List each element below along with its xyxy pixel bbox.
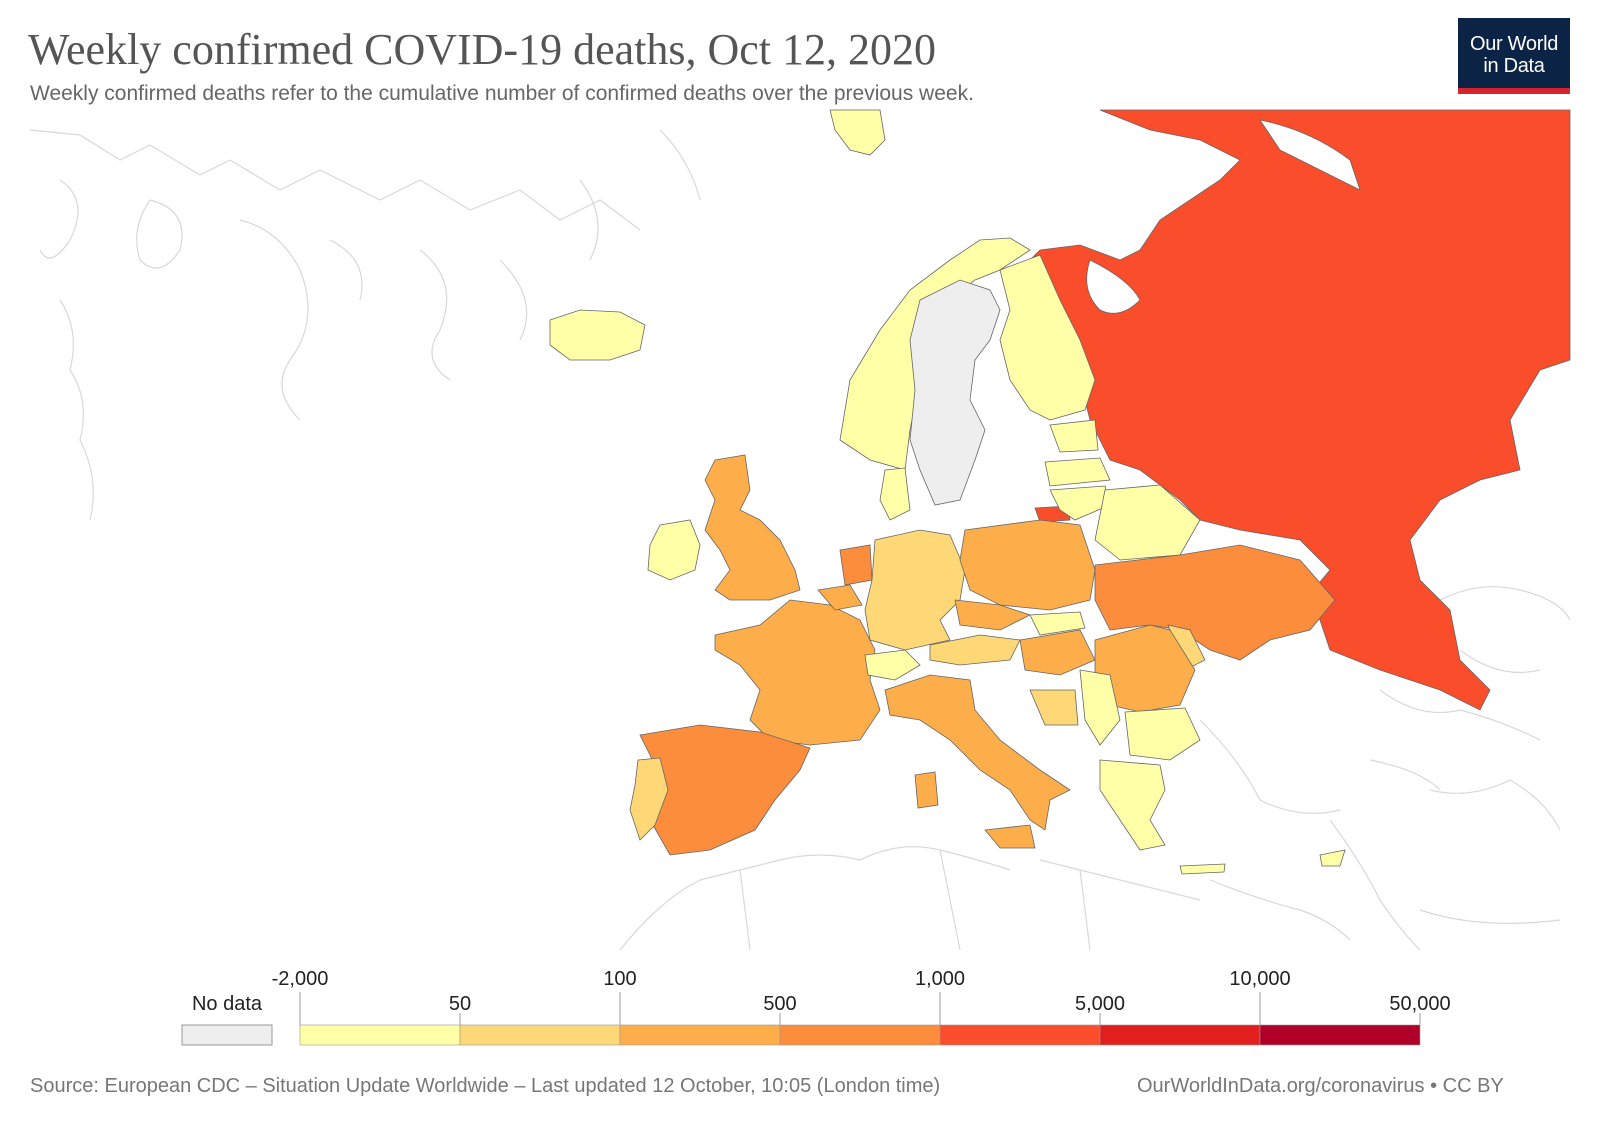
country-france[interactable] <box>714 599 881 746</box>
legend-bin-swatch <box>299 1024 461 1046</box>
legend-bin-swatch <box>939 1024 1101 1046</box>
country-serbia[interactable] <box>1079 669 1121 746</box>
kara-inlet <box>1259 119 1361 191</box>
legend-bin-swatch <box>1259 1024 1421 1046</box>
logo-line-2: in Data <box>1483 55 1545 77</box>
country-denmark[interactable] <box>879 467 911 521</box>
country-sweden[interactable] <box>909 279 1001 506</box>
country-bulgaria[interactable] <box>1124 707 1201 761</box>
footer-source: Source: European CDC – Situation Update … <box>30 1075 941 1097</box>
legend-bins <box>299 1024 1421 1046</box>
white-sea <box>1086 259 1141 314</box>
country-netherlands[interactable] <box>839 544 873 586</box>
country-iceland[interactable] <box>549 309 646 361</box>
country-slovakia[interactable] <box>1029 611 1086 636</box>
country-poland[interactable] <box>959 519 1096 611</box>
country-lithuania[interactable] <box>1049 485 1111 521</box>
legend-no-data-swatch <box>181 1024 273 1046</box>
country-estonia[interactable] <box>1049 419 1099 453</box>
legend-bin-swatch <box>619 1024 781 1046</box>
country-russia[interactable] <box>1019 109 1571 711</box>
country-crete[interactable] <box>1179 863 1226 875</box>
country-italy[interactable] <box>884 674 1071 831</box>
legend-bin-swatch <box>779 1024 941 1046</box>
country-united-kingdom[interactable] <box>704 454 801 601</box>
chart-title: Weekly confirmed COVID-19 deaths, Oct 12… <box>28 25 937 74</box>
country-svalbard[interactable] <box>829 109 886 156</box>
country-hungary[interactable] <box>1019 629 1096 676</box>
country-cyprus[interactable] <box>1319 849 1346 867</box>
country-bosnia[interactable] <box>1029 689 1079 726</box>
legend-tick-label: 10,000 <box>1229 968 1290 990</box>
background-coastlines <box>29 129 1571 951</box>
country-austria[interactable] <box>929 634 1021 666</box>
legend-bin-swatch <box>459 1024 621 1046</box>
legend-tick-label: 50,000 <box>1389 993 1450 1015</box>
legend: No data -2,000 50 100 500 1,000 5,000 10,000 50… <box>181 968 1451 1046</box>
legend-tick-label: -2,000 <box>272 968 329 990</box>
country-sardinia[interactable] <box>914 771 939 809</box>
country-ukraine[interactable] <box>1094 544 1336 661</box>
country-portugal[interactable] <box>629 757 669 841</box>
country-ireland[interactable] <box>647 519 701 581</box>
legend-tick-label: 1,000 <box>915 968 965 990</box>
country-czechia[interactable] <box>954 599 1032 631</box>
chart-subtitle: Weekly confirmed deaths refer to the cum… <box>30 82 974 105</box>
legend-tick-label: 100 <box>603 968 636 990</box>
country-belgium[interactable] <box>817 584 863 611</box>
owid-logo[interactable]: Our World in Data <box>1458 18 1570 94</box>
footer-url[interactable]: OurWorldInData.org/coronavirus • CC BY <box>1137 1075 1504 1097</box>
legend-tick-label: 500 <box>763 993 796 1015</box>
country-latvia[interactable] <box>1044 457 1111 487</box>
legend-ticks: -2,000 50 100 500 1,000 5,000 10,000 50,000 <box>272 968 1451 1025</box>
legend-bin-swatch <box>1099 1024 1261 1046</box>
legend-no-data-label: No data <box>192 993 263 1015</box>
country-switzerland[interactable] <box>864 649 921 681</box>
legend-tick-label: 50 <box>449 993 471 1015</box>
country-germany[interactable] <box>864 529 966 651</box>
country-norway[interactable] <box>839 237 1031 471</box>
country-greece[interactable] <box>1099 759 1166 851</box>
legend-tick-label: 5,000 <box>1075 993 1125 1015</box>
country-sicily[interactable] <box>984 824 1036 849</box>
country-finland[interactable] <box>999 254 1096 421</box>
logo-line-1: Our World <box>1469 33 1559 55</box>
